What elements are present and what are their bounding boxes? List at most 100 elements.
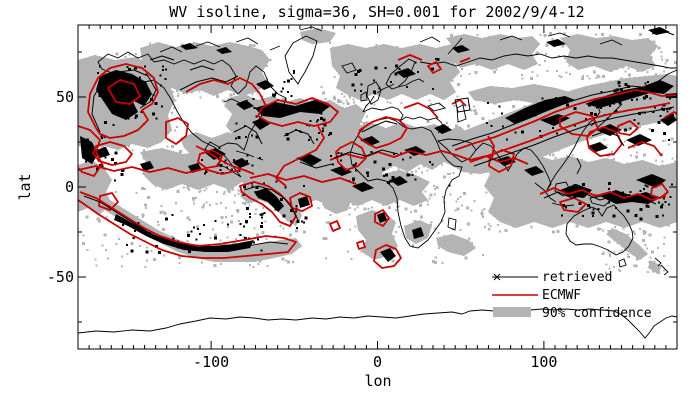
confidence-speckle — [655, 73, 658, 76]
retrieved-speckle — [289, 220, 292, 223]
coastline-path — [618, 258, 627, 268]
confidence-speckle — [603, 67, 607, 71]
ecmwf-contour — [586, 126, 623, 157]
retrieved-speckle — [250, 134, 253, 137]
confidence-speckle — [509, 38, 512, 41]
confidence-speckle — [343, 95, 346, 98]
confidence-speckle — [152, 109, 155, 111]
confidence-speckle — [441, 261, 444, 264]
retrieved-speckle — [259, 157, 262, 160]
confidence-speckle — [417, 183, 420, 186]
confidence-speckle — [105, 215, 108, 218]
confidence-speckle — [237, 95, 240, 98]
retrieved-speckle — [587, 103, 591, 107]
confidence-speckle — [529, 159, 532, 162]
retrieved-speckle — [487, 102, 490, 104]
confidence-speckle — [540, 164, 543, 167]
retrieved-speckle — [97, 72, 100, 75]
confidence-speckle — [647, 271, 649, 273]
confidence-speckle — [595, 33, 597, 36]
confidence-speckle — [243, 170, 246, 174]
retrieved-fill — [216, 47, 232, 54]
confidence-speckle — [155, 156, 158, 159]
confidence-speckle — [625, 162, 628, 165]
coastline-path — [456, 104, 467, 123]
retrieved-fill — [180, 43, 198, 50]
retrieved-fill — [588, 142, 608, 152]
retrieved-contour-layer — [83, 30, 675, 251]
confidence-speckle — [452, 172, 455, 174]
retrieved-speckle — [103, 136, 106, 139]
confidence-speckle — [196, 225, 199, 229]
confidence-speckle — [549, 153, 552, 156]
confidence-speckle — [426, 169, 429, 172]
confidence-speckle — [174, 202, 177, 204]
confidence-speckle — [559, 215, 562, 218]
confidence-speckle — [498, 120, 501, 123]
retrieved-speckle — [292, 69, 295, 72]
confidence-speckle — [149, 42, 151, 45]
confidence-speckle — [446, 121, 449, 124]
confidence-speckle — [430, 220, 433, 223]
confidence-speckle — [424, 132, 427, 135]
confidence-speckle — [147, 121, 150, 124]
confidence-speckle — [202, 203, 205, 206]
confidence-speckle — [508, 164, 511, 167]
confidence-speckle — [212, 228, 215, 231]
confidence-speckle — [394, 231, 397, 234]
confidence-speckle — [330, 121, 334, 125]
confidence-speckle — [169, 69, 172, 72]
confidence-speckle — [391, 259, 395, 263]
confidence-speckle — [362, 162, 366, 165]
retrieved-contour — [233, 125, 263, 145]
confidence-speckle — [277, 150, 281, 154]
confidence-speckle — [493, 70, 497, 74]
confidence-speckle — [356, 97, 359, 100]
confidence-speckle — [242, 127, 246, 131]
retrieved-speckle — [624, 128, 628, 132]
retrieved-speckle — [258, 122, 261, 124]
confidence-speckle — [452, 240, 455, 243]
retrieved-speckle — [628, 194, 631, 197]
confidence-speckle — [635, 247, 638, 250]
confidence-speckle — [608, 161, 612, 165]
confidence-speckle — [323, 141, 326, 144]
retrieved-speckle — [234, 162, 237, 165]
retrieved-fill — [380, 248, 396, 262]
confidence-speckle — [533, 160, 537, 164]
confidence-speckle — [372, 63, 376, 67]
confidence-speckle — [530, 163, 534, 167]
confidence-speckle — [536, 145, 540, 149]
confidence-speckle — [489, 225, 492, 228]
confidence-speckle — [665, 58, 669, 62]
confidence-speckle — [325, 138, 328, 141]
retrieved-speckle — [318, 132, 321, 134]
confidence-speckle — [644, 252, 647, 255]
retrieved-speckle — [195, 238, 198, 241]
confidence-speckle — [395, 46, 398, 48]
confidence-speckle — [614, 62, 616, 65]
confidence-speckle — [569, 72, 572, 75]
confidence-speckle — [325, 168, 328, 171]
confidence-speckle — [281, 257, 285, 261]
confidence-speckle — [373, 77, 377, 81]
ecmwf-contour — [165, 117, 189, 145]
confidence-speckle — [521, 59, 524, 62]
coastline-path — [299, 26, 323, 32]
confidence-speckle — [658, 95, 661, 98]
retrieved-speckle — [595, 106, 598, 109]
confidence-speckle — [237, 209, 240, 212]
confidence-speckle — [531, 70, 534, 73]
confidence-speckle — [427, 159, 431, 163]
retrieved-contour — [361, 120, 398, 133]
confidence-speckle — [420, 178, 423, 181]
retrieved-speckle — [645, 204, 649, 208]
confidence-speckle — [200, 254, 203, 257]
confidence-speckle — [267, 164, 271, 167]
confidence-speckle — [450, 235, 454, 239]
ecmwf-contour — [107, 79, 141, 105]
ecmwf-contour — [197, 149, 223, 169]
confidence-speckle — [286, 119, 288, 122]
confidence-speckle — [497, 224, 499, 227]
confidence-speckle — [591, 219, 594, 222]
